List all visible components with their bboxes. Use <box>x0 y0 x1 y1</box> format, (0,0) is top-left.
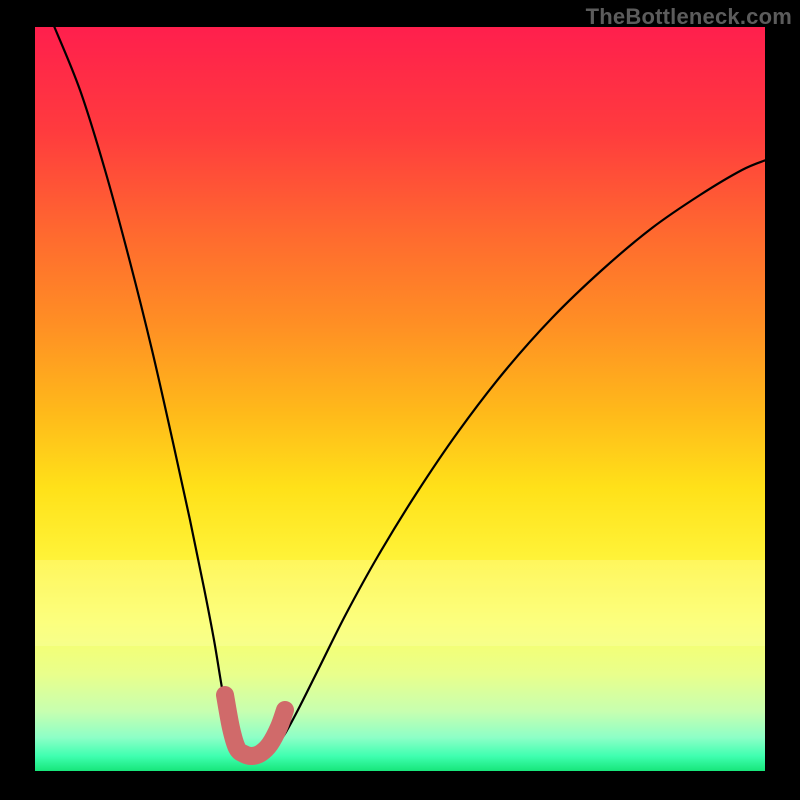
chart-svg <box>0 0 800 800</box>
pale-highlight-band <box>35 560 765 646</box>
watermark-label: TheBottleneck.com <box>586 4 792 30</box>
plot-area <box>35 27 765 771</box>
page-frame: TheBottleneck.com <box>0 0 800 800</box>
